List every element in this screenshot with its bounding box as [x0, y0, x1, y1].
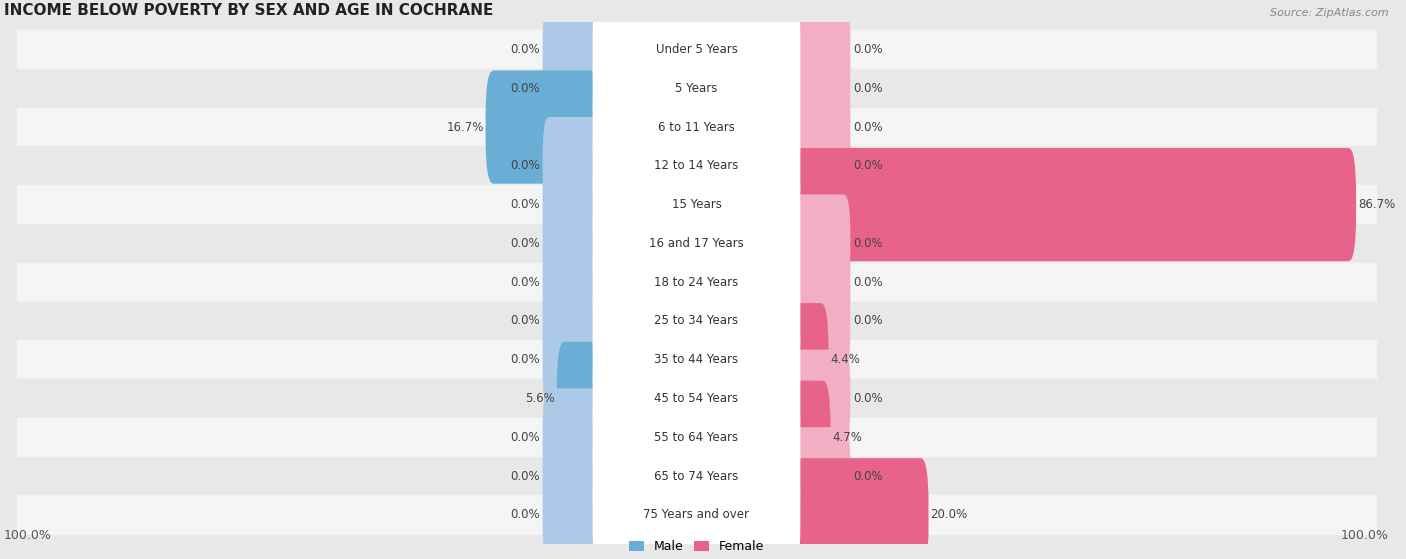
FancyBboxPatch shape [785, 148, 1357, 261]
Text: 100.0%: 100.0% [1341, 529, 1389, 542]
Text: 15 Years: 15 Years [672, 198, 721, 211]
FancyBboxPatch shape [543, 311, 607, 409]
FancyBboxPatch shape [543, 389, 607, 486]
FancyBboxPatch shape [593, 146, 800, 263]
Text: 0.0%: 0.0% [510, 314, 540, 328]
Bar [17, 340, 1376, 379]
Text: 0.0%: 0.0% [510, 159, 540, 172]
Text: 0.0%: 0.0% [853, 43, 883, 56]
Bar [17, 146, 1376, 185]
Bar [17, 69, 1376, 108]
FancyBboxPatch shape [543, 195, 607, 292]
Bar [17, 457, 1376, 495]
FancyBboxPatch shape [543, 466, 607, 559]
Text: 0.0%: 0.0% [510, 470, 540, 482]
Text: 12 to 14 Years: 12 to 14 Years [654, 159, 738, 172]
FancyBboxPatch shape [593, 30, 800, 147]
FancyBboxPatch shape [786, 233, 851, 331]
Text: 0.0%: 0.0% [853, 276, 883, 288]
Text: 0.0%: 0.0% [510, 198, 540, 211]
Text: 0.0%: 0.0% [510, 353, 540, 366]
Text: 45 to 54 Years: 45 to 54 Years [654, 392, 738, 405]
Text: 35 to 44 Years: 35 to 44 Years [654, 353, 738, 366]
Text: 86.7%: 86.7% [1358, 198, 1395, 211]
FancyBboxPatch shape [593, 378, 800, 496]
Text: Under 5 Years: Under 5 Years [655, 43, 737, 56]
Bar [17, 224, 1376, 263]
FancyBboxPatch shape [543, 427, 607, 525]
Bar [17, 185, 1376, 224]
FancyBboxPatch shape [593, 185, 800, 302]
Text: 0.0%: 0.0% [510, 43, 540, 56]
Text: Source: ZipAtlas.com: Source: ZipAtlas.com [1270, 8, 1389, 18]
Text: 75 Years and over: 75 Years and over [644, 508, 749, 522]
FancyBboxPatch shape [593, 418, 800, 534]
FancyBboxPatch shape [593, 456, 800, 559]
Text: 100.0%: 100.0% [4, 529, 52, 542]
FancyBboxPatch shape [543, 156, 607, 253]
Text: 5.6%: 5.6% [524, 392, 555, 405]
Text: 5 Years: 5 Years [675, 82, 717, 95]
FancyBboxPatch shape [786, 40, 851, 137]
Bar [17, 30, 1376, 69]
Text: 16 and 17 Years: 16 and 17 Years [650, 237, 744, 250]
FancyBboxPatch shape [593, 340, 800, 457]
Text: 0.0%: 0.0% [853, 121, 883, 134]
FancyBboxPatch shape [557, 342, 607, 455]
FancyBboxPatch shape [786, 195, 851, 292]
Text: 18 to 24 Years: 18 to 24 Years [654, 276, 738, 288]
Legend: Male, Female: Male, Female [624, 536, 769, 558]
FancyBboxPatch shape [485, 70, 607, 184]
Bar [17, 418, 1376, 457]
FancyBboxPatch shape [593, 262, 800, 380]
Bar [17, 263, 1376, 301]
Text: 6 to 11 Years: 6 to 11 Years [658, 121, 735, 134]
Text: 0.0%: 0.0% [510, 82, 540, 95]
FancyBboxPatch shape [593, 301, 800, 418]
FancyBboxPatch shape [593, 0, 800, 108]
Text: 0.0%: 0.0% [510, 431, 540, 444]
Bar [17, 301, 1376, 340]
Text: 4.7%: 4.7% [832, 431, 862, 444]
Bar [17, 379, 1376, 418]
FancyBboxPatch shape [786, 117, 851, 215]
FancyBboxPatch shape [786, 78, 851, 176]
Text: 65 to 74 Years: 65 to 74 Years [654, 470, 738, 482]
Text: 55 to 64 Years: 55 to 64 Years [654, 431, 738, 444]
Text: INCOME BELOW POVERTY BY SEX AND AGE IN COCHRANE: INCOME BELOW POVERTY BY SEX AND AGE IN C… [4, 3, 494, 18]
FancyBboxPatch shape [543, 1, 607, 98]
Text: 4.4%: 4.4% [831, 353, 860, 366]
FancyBboxPatch shape [785, 381, 831, 494]
Text: 0.0%: 0.0% [853, 470, 883, 482]
Text: 16.7%: 16.7% [446, 121, 484, 134]
FancyBboxPatch shape [786, 349, 851, 447]
Text: 0.0%: 0.0% [853, 314, 883, 328]
FancyBboxPatch shape [593, 107, 800, 224]
Bar [17, 495, 1376, 534]
Text: 0.0%: 0.0% [853, 82, 883, 95]
FancyBboxPatch shape [593, 224, 800, 340]
Bar [17, 108, 1376, 146]
Text: 0.0%: 0.0% [853, 159, 883, 172]
FancyBboxPatch shape [785, 458, 928, 559]
FancyBboxPatch shape [785, 303, 828, 416]
Text: 0.0%: 0.0% [510, 237, 540, 250]
Text: 25 to 34 Years: 25 to 34 Years [654, 314, 738, 328]
Text: 20.0%: 20.0% [931, 508, 967, 522]
FancyBboxPatch shape [593, 69, 800, 186]
Text: 0.0%: 0.0% [510, 508, 540, 522]
FancyBboxPatch shape [786, 272, 851, 369]
FancyBboxPatch shape [543, 117, 607, 215]
FancyBboxPatch shape [543, 40, 607, 137]
FancyBboxPatch shape [786, 1, 851, 98]
Text: 0.0%: 0.0% [853, 237, 883, 250]
FancyBboxPatch shape [786, 427, 851, 525]
Text: 0.0%: 0.0% [510, 276, 540, 288]
FancyBboxPatch shape [543, 272, 607, 369]
FancyBboxPatch shape [543, 233, 607, 331]
Text: 0.0%: 0.0% [853, 392, 883, 405]
